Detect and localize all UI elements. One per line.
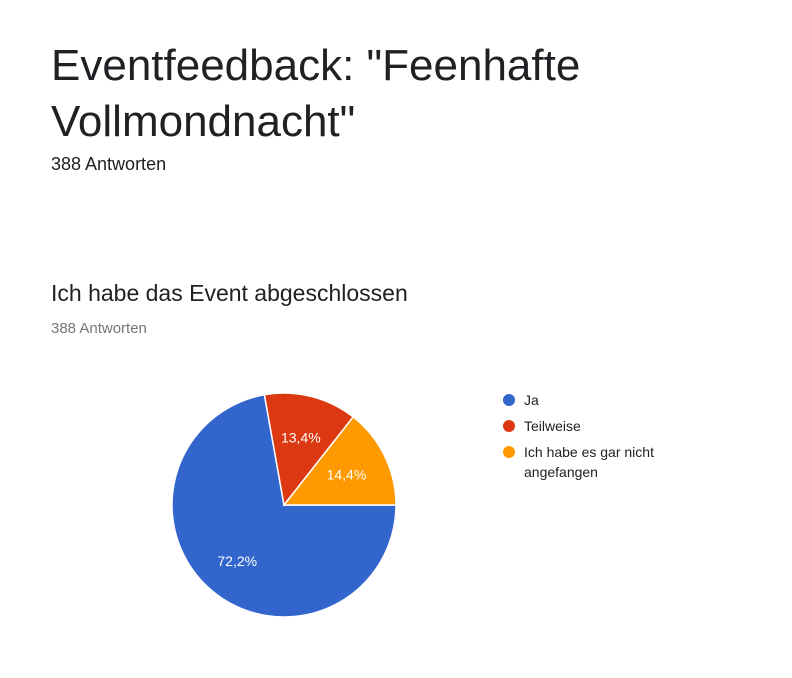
- chart-legend: Ja Teilweise Ich habe es gar nicht angef…: [503, 390, 703, 488]
- legend-swatch-nicht-angefangen: [503, 446, 515, 458]
- legend-swatch-teilweise: [503, 420, 515, 432]
- pie-slice-label-2: 14,4%: [327, 467, 367, 483]
- pie-chart: 72,2% 13,4% 14,4%: [171, 392, 397, 618]
- question-title: Ich habe das Event abgeschlossen: [51, 280, 408, 306]
- form-response-count: 388 Antworten: [51, 154, 167, 174]
- legend-item-teilweise[interactable]: Teilweise: [503, 416, 703, 436]
- form-title: Eventfeedback: "Feenhafte Vollmondnacht": [51, 41, 581, 146]
- pie-slice-label-1: 13,4%: [281, 430, 321, 446]
- legend-item-ja[interactable]: Ja: [503, 390, 703, 410]
- question-response-count: 388 Antworten: [51, 320, 147, 337]
- pie-slice-label-0: 72,2%: [217, 553, 257, 569]
- legend-label-ja: Ja: [524, 392, 539, 408]
- legend-item-nicht-angefangen[interactable]: Ich habe es gar nicht angefangen: [503, 442, 703, 482]
- legend-swatch-ja: [503, 394, 515, 406]
- pie-slice-2[interactable]: [282, 415, 397, 506]
- legend-label-teilweise: Teilweise: [524, 418, 581, 434]
- pie-slice-1[interactable]: [263, 392, 355, 507]
- legend-label-nicht-angefangen: Ich habe es gar nicht angefangen: [524, 444, 654, 480]
